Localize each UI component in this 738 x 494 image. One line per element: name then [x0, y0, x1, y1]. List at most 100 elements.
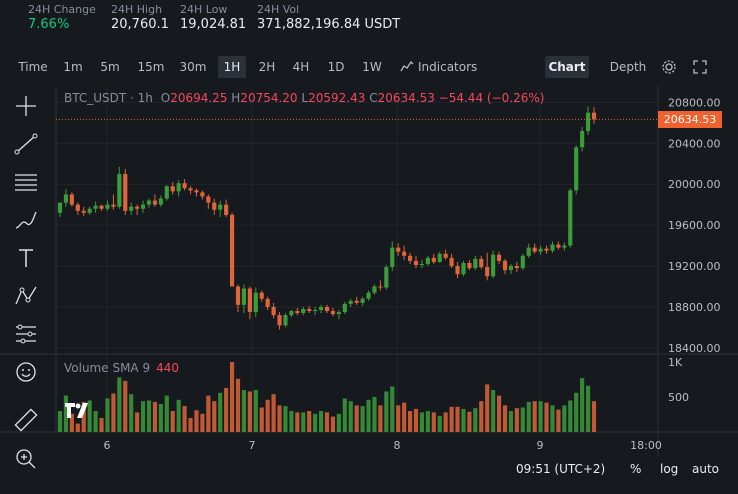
current-price-tag: 20634.53 [658, 110, 722, 128]
interval-1w[interactable]: 1W [362, 60, 382, 74]
volume-bar [455, 406, 460, 432]
volume-bar [87, 400, 92, 432]
timezone-clock[interactable]: 09:51 (UTC+2) [516, 462, 606, 476]
interval-1d[interactable]: 1D [327, 60, 345, 74]
chart-grid [0, 86, 738, 456]
time-tick-label: 8 [394, 439, 401, 452]
price-tick-label: 19200.00 [668, 260, 721, 273]
volume-bar [194, 410, 199, 432]
interval-time[interactable]: Time [18, 60, 48, 74]
candle-body [378, 286, 383, 288]
candle-body [550, 244, 555, 251]
volume-bar [129, 394, 134, 432]
candle-body [473, 258, 478, 269]
volume-bar [224, 387, 229, 432]
candle-body [301, 308, 306, 314]
price-tick-label: 18800.00 [668, 301, 721, 314]
candle-body [485, 267, 490, 277]
text-icon[interactable] [12, 244, 40, 272]
volume-bar [307, 411, 312, 432]
candle-body [585, 112, 591, 132]
volume-bar [117, 377, 122, 432]
horizontal-lines-icon[interactable] [12, 168, 40, 196]
volume-bar [146, 400, 152, 432]
price-tick-label: 18400.00 [668, 342, 721, 355]
volume-bar [360, 406, 365, 432]
crosshair-icon[interactable] [12, 92, 40, 120]
volume-bar [247, 391, 252, 432]
volume-bar [75, 423, 80, 432]
depth-view-button[interactable]: Depth [609, 60, 647, 74]
volume-bar [277, 405, 282, 432]
stat-24h-high: 24H High 20,760.1 [111, 3, 169, 32]
candle-body [544, 248, 549, 251]
close-key: C [369, 91, 378, 105]
volume-bar [336, 413, 341, 432]
interval-15m[interactable]: 15m [137, 60, 165, 74]
auto-scale-button[interactable]: auto [692, 462, 720, 476]
candle-body [336, 312, 341, 315]
indicators-icon [400, 60, 414, 72]
candle-body [591, 112, 597, 120]
candle-body [253, 292, 258, 313]
candle-body [360, 298, 365, 303]
volume-bar [496, 395, 502, 432]
interval-4h[interactable]: 4H [292, 60, 310, 74]
volume-bar [407, 411, 413, 432]
volume-bar [259, 407, 264, 432]
log-scale-button[interactable]: log [660, 462, 679, 476]
interval-30m[interactable]: 30m [179, 60, 207, 74]
time-tick-label: 7 [249, 439, 256, 452]
fullscreen-icon[interactable] [692, 59, 708, 75]
volume-bar [574, 392, 579, 432]
volume-indicator-label: Volume SMA 9 440 [64, 361, 179, 375]
candle-body [123, 173, 128, 211]
percent-scale-button[interactable]: % [630, 462, 642, 476]
brush-icon[interactable] [12, 206, 40, 234]
volume-bar [580, 378, 585, 432]
zoom-in-icon[interactable] [12, 445, 40, 473]
volume-bar [562, 405, 567, 432]
ruler-icon[interactable] [12, 406, 40, 434]
candle-body [259, 292, 264, 299]
ohlc-legend: BTC_USDT · 1h O20694.25 H20754.20 L20592… [64, 91, 544, 105]
candle-body [372, 286, 377, 293]
candle-body [194, 190, 199, 193]
interval-2h[interactable]: 2H [258, 60, 276, 74]
volume-bar [206, 395, 211, 432]
candle-body [277, 315, 282, 326]
measure-icon[interactable] [12, 320, 40, 348]
settings-icon[interactable] [661, 59, 677, 75]
volume-bar [491, 390, 496, 432]
interval-1m[interactable]: 1m [63, 60, 83, 74]
volume-bar [396, 405, 401, 432]
interval-5m[interactable]: 5m [100, 60, 120, 74]
stat-value: 19,024.81 [180, 17, 247, 32]
candle-body [81, 210, 86, 213]
candle-body [229, 214, 235, 287]
time-tick-label: 9 [537, 439, 544, 452]
volume-bar [218, 392, 223, 432]
candle-body [532, 247, 537, 252]
candle-body [111, 204, 116, 207]
chart-view-button[interactable]: Chart [545, 56, 589, 78]
emoji-icon[interactable] [12, 358, 40, 386]
candle-body [324, 306, 330, 312]
volume-bar [461, 408, 466, 432]
volume-bar [265, 399, 270, 432]
candle-body [366, 292, 371, 299]
interval-1h[interactable]: 1H [218, 56, 246, 78]
stat-value: 371,882,196.84 USDT [257, 17, 401, 32]
candle-body [431, 257, 436, 262]
open-key: O [160, 91, 171, 105]
pattern-icon[interactable] [12, 282, 40, 310]
volume-bar [164, 395, 169, 432]
candle-body [200, 192, 205, 197]
volume-bar [568, 400, 573, 432]
volume-bar [105, 398, 110, 432]
trend-line-icon[interactable] [12, 130, 40, 158]
candle-body [330, 311, 336, 315]
volume-bar [502, 405, 508, 432]
indicators-button[interactable]: Indicators [400, 56, 480, 78]
